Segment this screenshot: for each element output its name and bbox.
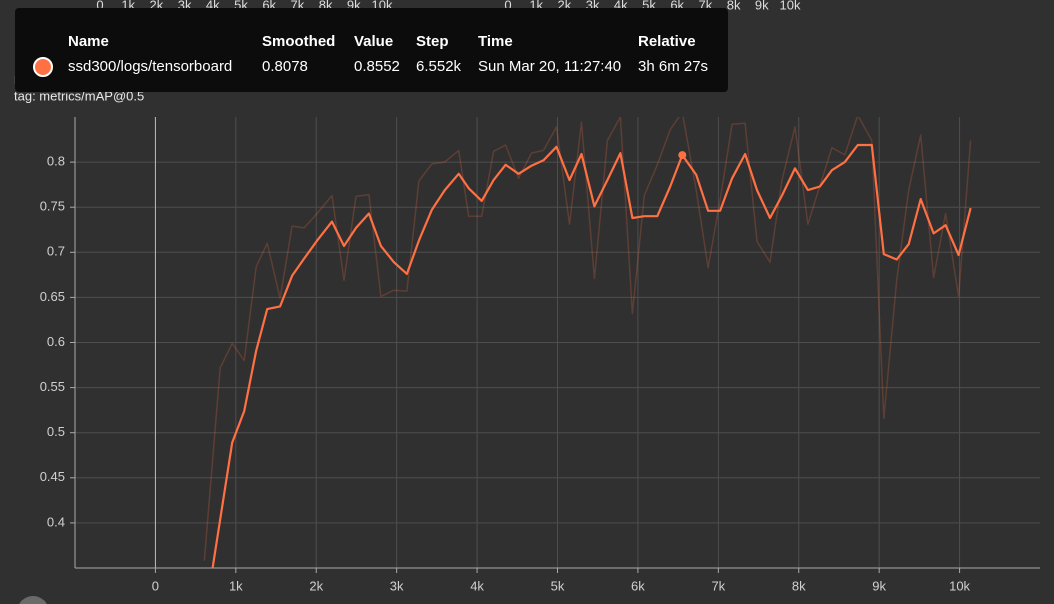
chart-title: tag: metrics/mAP@0.5 — [14, 88, 144, 103]
y-tick-label: 0.65 — [40, 289, 65, 304]
header-tick-label: 9k — [755, 0, 769, 12]
series-line — [211, 143, 972, 568]
x-tick-label: 7k — [711, 578, 725, 593]
tooltip-header: Value — [354, 33, 393, 50]
tooltip-cell: ssd300/logs/tensorboard — [68, 58, 232, 75]
x-tick-label: 3k — [390, 578, 404, 593]
legend-swatch — [33, 57, 53, 77]
y-tick-label: 0.55 — [40, 379, 65, 394]
y-tick-label: 0.4 — [47, 514, 65, 529]
header-tick-label: 0 — [96, 0, 103, 12]
tooltip-cell: 6.552k — [416, 58, 462, 75]
x-tick-label: 2k — [309, 578, 323, 593]
tooltip-cell: 0.8078 — [262, 58, 308, 75]
axes: 0.4 0.45 0.5 0.55 0.6 0.65 0.7 0.75 0.8 0 1k 2k 3k 4k… — [40, 117, 1040, 593]
x-tick-label: 1k — [229, 578, 243, 593]
header-tick-label: 10k — [780, 0, 801, 12]
series-line — [203, 117, 972, 561]
plot-area — [203, 117, 972, 568]
tooltip-header: Relative — [638, 33, 696, 50]
fab-button[interactable] — [17, 596, 49, 604]
tooltip: Name Smoothed Value Step Time Relative ssd300/… — [15, 8, 728, 92]
tooltip-header: Smoothed — [262, 33, 335, 50]
header-tick-label: 0 — [504, 0, 511, 12]
tooltip-cell: 0.8552 — [354, 58, 400, 75]
y-tick-label: 0.45 — [40, 469, 65, 484]
x-tick-label: 9k — [872, 578, 886, 593]
y-tick-label: 0.8 — [47, 154, 65, 169]
x-tick-label: 0 — [152, 578, 159, 593]
hover-point — [678, 151, 687, 160]
x-tick-label: 5k — [551, 578, 565, 593]
header-tick-label: 8k — [727, 0, 741, 12]
x-tick-label: 6k — [631, 578, 645, 593]
x-tick-label: 4k — [470, 578, 484, 593]
tooltip-cell: Sun Mar 20, 11:27:40 — [478, 58, 621, 75]
x-tick-label: 8k — [792, 578, 806, 593]
tooltip-header: Time — [478, 33, 513, 50]
y-tick-label: 0.7 — [47, 244, 65, 259]
y-tick-label: 0.5 — [47, 424, 65, 439]
y-tick-label: 0.75 — [40, 199, 65, 214]
tooltip-header: Name — [68, 33, 109, 50]
tooltip-cell: 3h 6m 27s — [638, 58, 708, 75]
y-tick-label: 0.6 — [47, 334, 65, 349]
x-tick-label: 10k — [949, 578, 970, 593]
tooltip-header: Step — [416, 33, 449, 50]
tooltip-box — [15, 8, 728, 92]
